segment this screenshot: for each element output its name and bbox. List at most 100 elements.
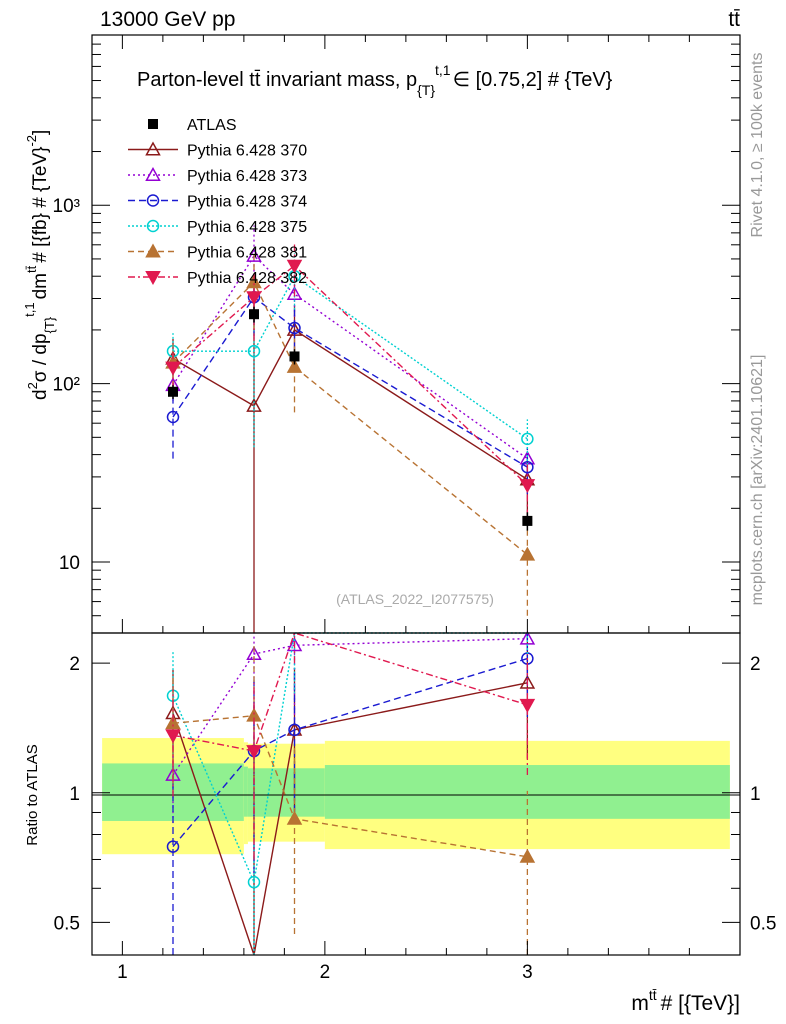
legend-marker-atlas: [148, 119, 158, 129]
ratio-tick-label: 2: [69, 654, 80, 675]
x-tick-label: 2: [320, 962, 331, 983]
legend: ATLAS Pythia 6.428 370 Pythia 6.428 373 Pyt…: [128, 117, 307, 287]
legend-label-4: Pythia 6.428 375: [187, 219, 307, 236]
series-point-3: [521, 460, 534, 474]
ratio-stat-band: [243, 766, 248, 817]
series-point-5: [286, 358, 303, 373]
ratio-series-layer: [165, 630, 536, 956]
y-axis-label-2: 2: [25, 382, 40, 389]
series-point-4: [521, 432, 534, 446]
y-axis-label-mid: σ / dp: [30, 333, 51, 382]
ratio-uncertainty-bands: [102, 738, 730, 855]
ratio-line-6: [172, 632, 528, 752]
ratio-point-6: [165, 729, 181, 744]
y-axis-label-d: d: [30, 389, 51, 400]
x-axis-label: mtt̄ # [{TeV}]: [631, 987, 740, 1015]
ratio-point-6: [246, 745, 262, 760]
x-axis-label-sup: tt̄: [649, 987, 657, 1003]
ratio-tick-label: 0.5: [54, 913, 80, 934]
ratio-point-3: [166, 840, 180, 853]
series-point-6: [165, 361, 181, 376]
legend-label-6: Pythia 6.428 382: [187, 270, 307, 287]
atlas-point: [249, 309, 259, 320]
legend-marker-1: [145, 141, 161, 156]
analysis-id-label: (ATLAS_2022_I2077575): [336, 591, 494, 607]
y-axis-label: d2σ / dp{T} t,1 dmtt̄ # [{fb} # {TeV}-2]: [22, 130, 57, 400]
x-tick-label: 3: [522, 962, 533, 983]
process-label: tt̄: [728, 8, 740, 31]
y-axis-label-dm: dm: [30, 273, 51, 299]
x-tick-label: 1: [117, 962, 128, 983]
ratio-line-1: [172, 682, 528, 956]
ratio-point-3: [288, 723, 301, 737]
series-line-5: [172, 281, 528, 556]
y-axis-label-tt: tt̄: [24, 265, 39, 273]
chart-title-tail: ∈ [0.75,2] # {TeV}: [453, 69, 613, 91]
chart-title-main: Parton-level tt̄ invariant mass, p: [137, 69, 417, 91]
ratio-point-2: [519, 630, 536, 645]
ratio-point-2: [286, 637, 303, 652]
chart-title: Parton-level tt̄ invariant mass, p{T}t,1…: [137, 62, 613, 98]
ratio-point-4: [247, 875, 261, 889]
series-point-2: [246, 247, 262, 262]
y-axis-label-fb: # [{fb} # {TeV}: [30, 147, 51, 263]
mcplots-site-label: mcplots.cern.ch [arXiv:2401.10621]: [749, 355, 766, 606]
series-point-6: [246, 291, 262, 306]
legend-marker-6: [145, 271, 161, 286]
ratio-line-2: [172, 637, 528, 776]
chart-title-sup: t,1: [435, 62, 451, 78]
atlas-point: [289, 351, 300, 362]
series-point-4: [247, 344, 261, 358]
series-point-6: [286, 259, 303, 274]
y-tick-label-base: 10³: [53, 196, 80, 217]
y-tick-label: 10²: [53, 375, 80, 396]
series-line-4: [173, 275, 528, 440]
series-line-1: [172, 328, 528, 481]
series-point-3: [288, 321, 301, 335]
ratio-point-5: [286, 810, 303, 825]
y-tick-label: 10: [59, 553, 80, 574]
series-line-6: [172, 264, 528, 486]
y-tick-label: 10³: [53, 196, 80, 217]
ratio-line-3: [172, 657, 528, 848]
legend-label-3: Pythia 6.428 374: [187, 194, 307, 211]
ratio-axis-label: Ratio to ATLAS: [24, 744, 41, 845]
legend-label-atlas: ATLAS: [187, 117, 237, 134]
y-tick-label-base: 10²: [53, 375, 80, 396]
energy-label: 13000 GeV pp: [100, 8, 235, 31]
atlas-point: [168, 386, 178, 397]
y-axis-label-T: {T}: [42, 316, 57, 333]
series-point-5: [246, 274, 262, 289]
y-axis-label-close: ]: [30, 130, 51, 135]
series-point-3: [166, 410, 180, 424]
ratio-point-6: [519, 698, 536, 713]
series-line-3: [172, 296, 528, 468]
y-axis-label-exp: -2: [24, 135, 39, 147]
ratio-point-5: [165, 715, 181, 730]
y-axis-label-t1: t,1: [22, 302, 37, 316]
x-axis-label-m: m: [631, 992, 649, 1015]
rivet-version-label: Rivet 4.1.0, ≥ 100k events: [749, 53, 766, 238]
series-point-5: [519, 546, 536, 561]
axis-ticks: 1 2 3 10 10² 10³ 0.5 0.5 1 1 2 2: [53, 34, 776, 983]
legend-marker-3: [146, 194, 160, 207]
main-series-layer: [165, 225, 536, 633]
ratio-point-5: [519, 848, 536, 863]
chart-title-sub: {T}: [417, 82, 435, 98]
ratio-plot-frame: [91, 632, 741, 956]
legend-label-1: Pythia 6.428 370: [187, 143, 307, 160]
atlas-point: [522, 515, 533, 526]
ratio-tick-label-right: 0.5: [750, 913, 776, 934]
x-axis-label-tail: # [{TeV}]: [661, 992, 740, 1015]
ratio-tick-label: 1: [69, 784, 80, 805]
series-point-2: [286, 285, 303, 300]
ratio-line-5: [172, 714, 528, 858]
legend-marker-4: [146, 219, 160, 233]
legend-marker-2: [145, 166, 161, 181]
ratio-tick-label-right: 2: [750, 654, 761, 675]
ratio-tick-label-right: 1: [750, 784, 761, 805]
series-point-6: [519, 479, 536, 494]
legend-label-2: Pythia 6.428 373: [187, 168, 307, 185]
legend-label-5: Pythia 6.428 381: [187, 245, 307, 262]
